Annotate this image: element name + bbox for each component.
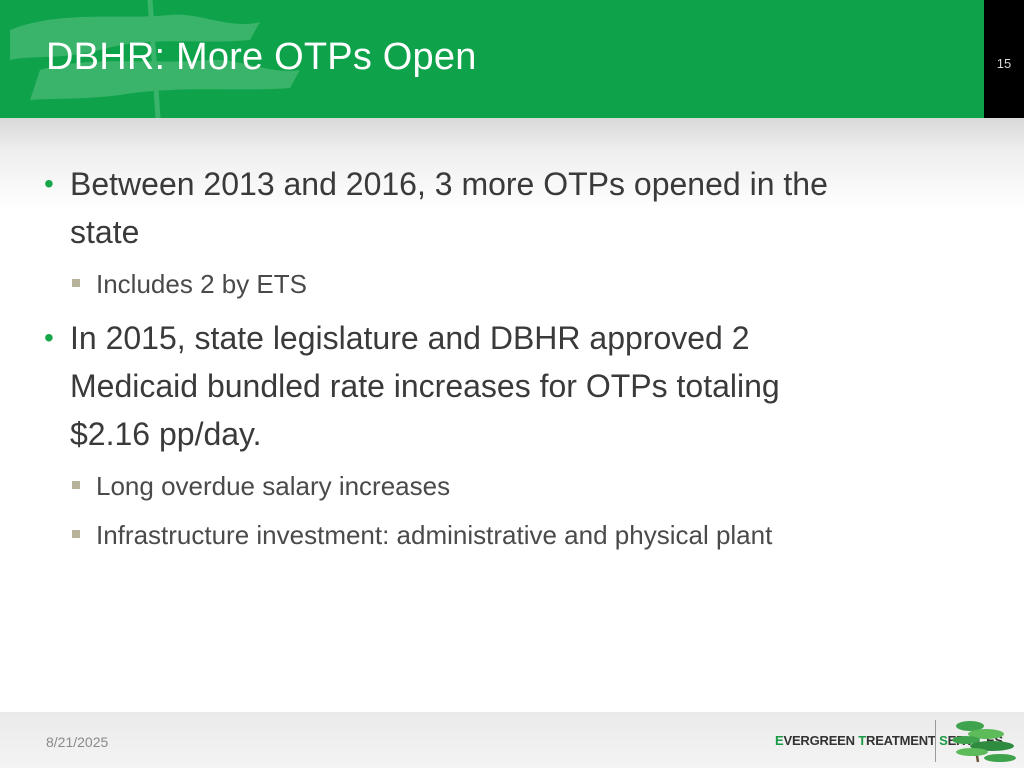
sub-bullet-salary: Long overdue salary increases [72,466,451,506]
bullet-rate-increases: • In 2015, state legislature and DBHR ap… [44,314,950,458]
square-bullet-icon [72,279,80,287]
slide-date: 8/21/2025 [46,734,109,750]
sub-bullet-text: Infrastructure investment: administrativ… [96,520,773,550]
sub-bullet-includes-ets: Includes 2 by ETS [72,264,307,304]
bullet-dot-icon: • [44,322,54,353]
bullet-line: Medicaid bundled rate increases for OTPs… [70,368,780,404]
footer: 8/21/2025 EVERGREEN TREATMENT SERVICES [0,712,1024,768]
sub-bullet-text: Includes 2 by ETS [96,269,307,299]
logo-part: REATMENT [866,733,940,748]
bullet-line: Between 2013 and 2016, 3 more OTPs opene… [70,166,828,202]
logo-initial: S [939,733,948,748]
bullet-otps-opened: • Between 2013 and 2016, 3 more OTPs ope… [44,160,950,256]
pine-tree-watermark-icon [10,0,300,118]
sub-bullet-infrastructure: Infrastructure investment: administrativ… [72,515,773,555]
logo-divider [935,720,936,762]
square-bullet-icon [72,481,80,489]
sub-bullet-text: Long overdue salary increases [96,471,451,501]
header-shadow [0,118,1024,210]
logo-initial: T [858,733,867,748]
pine-tree-logo-icon [952,721,1016,763]
bullet-dot-icon: • [44,168,54,199]
bullet-line: $2.16 pp/day. [70,416,262,452]
bullet-line: In 2015, state legislature and DBHR appr… [70,320,750,356]
page-number: 15 [996,56,1012,71]
logo-initial: E [775,733,784,748]
title-bar: DBHR: More OTPs Open [0,0,984,118]
square-bullet-icon [72,530,80,538]
logo-part: VERGREEN [783,733,859,748]
bullet-line: state [70,214,140,250]
slide-body: • Between 2013 and 2016, 3 more OTPs ope… [44,160,950,555]
page-number-box: 15 [984,0,1024,118]
slide-title: DBHR: More OTPs Open [46,36,477,78]
